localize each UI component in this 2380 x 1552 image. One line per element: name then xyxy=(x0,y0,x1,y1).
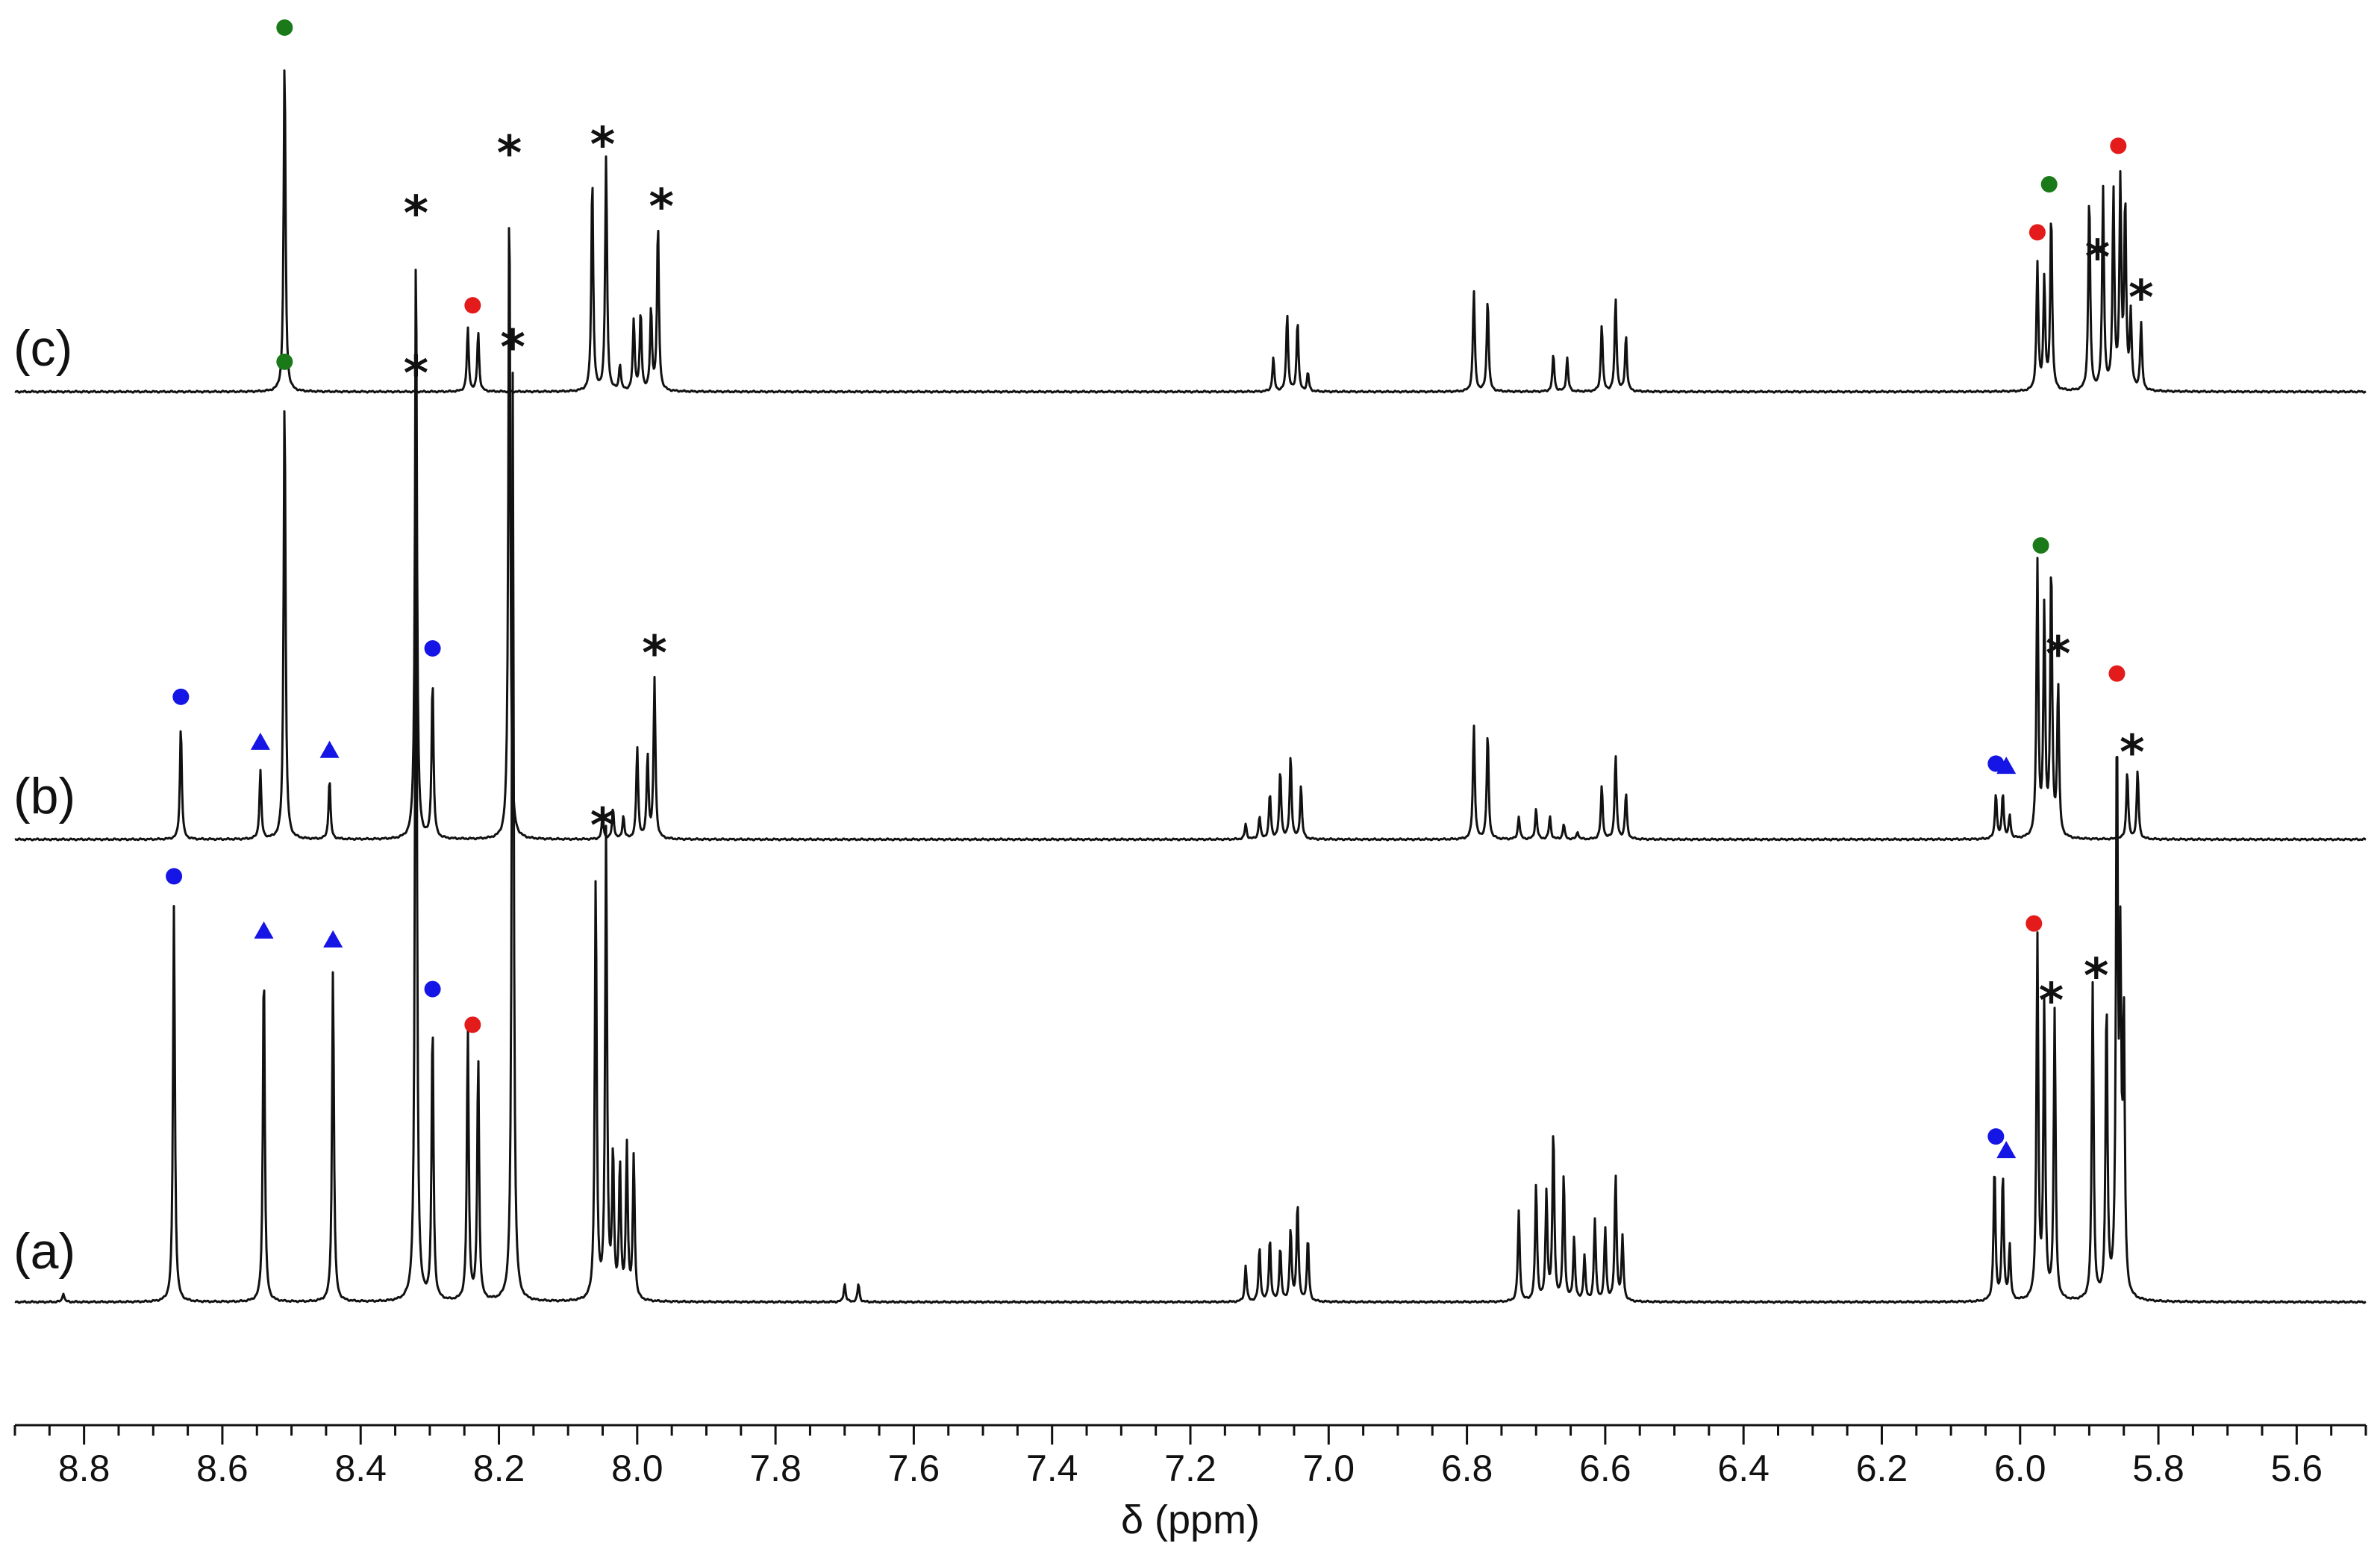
green-circle-marker xyxy=(276,353,293,370)
blue-triangle-marker xyxy=(1996,1141,2017,1159)
green-circle-marker xyxy=(2040,175,2058,193)
x-tick-label: 7.0 xyxy=(1303,1448,1355,1489)
star-marker: * xyxy=(649,180,674,235)
x-tick-label: 7.8 xyxy=(749,1448,802,1489)
green-circle-marker xyxy=(276,19,293,36)
x-axis: 8.8 8.6 8.4 8.2 8.0 7.8 7.6 7.4 7.2 7.0 6.8 6.6 6.4 6… xyxy=(13,1424,2367,1542)
red-circle-marker xyxy=(2028,224,2046,241)
red-circle-marker xyxy=(464,297,481,314)
panel-label: (a) xyxy=(13,1223,75,1280)
x-axis-ticks: 8.8 8.6 8.4 8.2 8.0 7.8 7.6 7.4 7.2 7.0 6.8 6.6 6.4 6… xyxy=(13,1425,2367,1489)
x-tick-label: 6.0 xyxy=(1994,1448,2046,1489)
blue-triangle-marker xyxy=(250,732,270,750)
spectrum-trace xyxy=(14,372,2367,1304)
star-marker: * xyxy=(590,799,615,854)
x-tick-label: 7.2 xyxy=(1164,1448,1216,1489)
red-circle-marker xyxy=(2108,665,2126,682)
x-tick-label: 5.8 xyxy=(2132,1448,2184,1489)
star-marker: * xyxy=(2120,726,2144,781)
peak-markers: * * * * * * * * * * * * * * xyxy=(166,19,2154,1159)
x-axis-title: δ (ppm) xyxy=(1121,1498,1260,1542)
red-circle-marker xyxy=(2026,915,2043,932)
blue-triangle-marker xyxy=(254,921,274,939)
panel-label: (b) xyxy=(13,768,75,824)
blue-circle-marker xyxy=(172,688,190,705)
star-marker: * xyxy=(642,626,666,681)
spectrum-trace xyxy=(14,69,2367,394)
x-tick-label: 6.2 xyxy=(1856,1448,1908,1489)
spectrum-trace xyxy=(14,227,2367,842)
x-tick-label: 7.4 xyxy=(1026,1448,1078,1489)
x-tick-label: 8.0 xyxy=(611,1448,663,1489)
x-tick-label: 8.2 xyxy=(473,1448,525,1489)
x-tick-label: 6.6 xyxy=(1579,1448,1631,1489)
red-circle-marker xyxy=(464,1016,481,1033)
blue-triangle-marker xyxy=(1996,757,2017,775)
x-tick-label: 8.8 xyxy=(58,1448,110,1489)
blue-circle-marker xyxy=(1987,755,2005,772)
x-tick-label: 7.6 xyxy=(888,1448,940,1489)
x-tick-label: 8.6 xyxy=(196,1448,249,1489)
panel-labels: (a) (b) (c) xyxy=(13,320,75,1280)
star-marker: * xyxy=(2046,628,2070,683)
x-tick-label: 6.8 xyxy=(1441,1448,1493,1489)
x-tick-label: 5.6 xyxy=(2271,1448,2323,1489)
star-marker: * xyxy=(2039,974,2064,1029)
red-circle-marker xyxy=(2110,137,2127,154)
panel-label: (c) xyxy=(13,320,72,377)
x-tick-label: 6.4 xyxy=(1717,1448,1770,1489)
green-circle-marker xyxy=(2032,537,2049,554)
blue-circle-marker xyxy=(424,639,441,657)
star-marker: * xyxy=(500,321,525,376)
star-marker: * xyxy=(2128,271,2153,326)
blue-circle-marker xyxy=(1987,1128,2005,1145)
blue-triangle-marker xyxy=(323,930,343,948)
blue-circle-marker xyxy=(166,868,183,885)
star-marker: * xyxy=(2084,949,2108,1004)
star-marker: * xyxy=(2085,231,2110,286)
star-marker: * xyxy=(590,118,615,173)
star-marker: * xyxy=(404,347,428,402)
blue-circle-marker xyxy=(424,980,441,998)
star-marker: * xyxy=(497,126,522,181)
spectra-traces xyxy=(14,69,2367,1304)
x-tick-label: 8.4 xyxy=(334,1448,387,1489)
star-marker: * xyxy=(404,187,428,242)
blue-triangle-marker xyxy=(319,740,340,758)
